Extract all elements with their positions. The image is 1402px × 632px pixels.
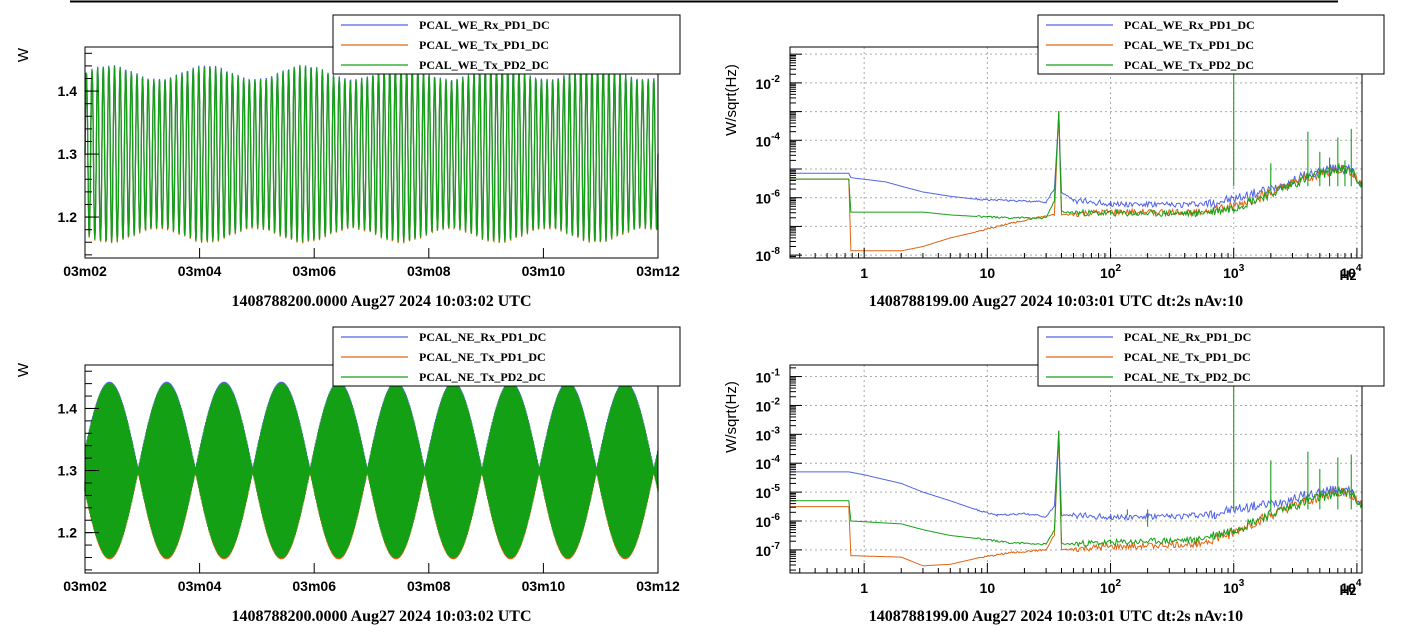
legend-label: PCAL_NE_Rx_PD1_DC xyxy=(419,330,546,344)
y-tick-label: 10-6 xyxy=(756,512,781,530)
x-tick-label: 03m04 xyxy=(178,578,222,594)
x-tick-label: 104 xyxy=(1340,578,1362,596)
legend-label: PCAL_NE_Rx_PD1_DC xyxy=(1124,330,1251,344)
x-tick-label: 03m06 xyxy=(292,578,336,594)
asd-trace xyxy=(790,430,1363,548)
signal-trace-tx2 xyxy=(84,65,659,243)
x-tick-label: 03m10 xyxy=(522,263,566,279)
asd-trace xyxy=(790,430,1363,567)
asd-trace xyxy=(790,113,1363,209)
y-tick-label: 10-8 xyxy=(756,246,781,264)
x-tick-label: 03m12 xyxy=(636,263,680,279)
x-tick-label: 102 xyxy=(1100,578,1122,596)
y-tick-label: 10-7 xyxy=(756,541,781,559)
y-axis-label: W/sqrt(Hz) xyxy=(723,381,740,453)
y-axis-label: W xyxy=(15,362,32,377)
legend-label: PCAL_WE_Tx_PD2_DC xyxy=(419,58,549,72)
asd-trace xyxy=(790,110,1363,220)
x-tick-label: 03m12 xyxy=(636,578,680,594)
footer-timestamp: 1408788200.0000 Aug27 2024 10:03:02 UTC xyxy=(231,608,531,625)
y-tick-label: 10-1 xyxy=(756,368,781,386)
legend-label: PCAL_WE_Rx_PD1_DC xyxy=(1124,18,1255,32)
y-tick-label: 10-3 xyxy=(756,425,781,443)
x-tick-label: 03m04 xyxy=(178,263,222,279)
signal-trace-tx2 xyxy=(84,382,659,559)
x-tick-label: 104 xyxy=(1340,263,1362,281)
asd-trace xyxy=(790,430,1363,521)
x-tick-label: 102 xyxy=(1100,263,1122,281)
legend-label: PCAL_NE_Tx_PD1_DC xyxy=(1124,350,1251,364)
y-tick-label: 10-4 xyxy=(756,131,781,149)
y-tick-label: 10-2 xyxy=(756,396,781,414)
y-axis-label: W xyxy=(15,47,32,62)
x-tick-label: 10 xyxy=(980,580,996,596)
y-tick-label: 1.3 xyxy=(58,463,78,479)
x-tick-label: 03m02 xyxy=(63,263,107,279)
x-unit-label: Hz xyxy=(1339,582,1356,598)
legend-label: PCAL_WE_Tx_PD2_DC xyxy=(1124,58,1254,72)
footer-timestamp: 1408788199.00 Aug27 2024 10:03:01 UTC dt… xyxy=(869,293,1243,310)
y-tick-label: 1.3 xyxy=(58,146,78,162)
legend-label: PCAL_NE_Tx_PD2_DC xyxy=(419,370,546,384)
x-unit-label: Hz xyxy=(1339,267,1356,283)
y-tick-label: 1.4 xyxy=(58,400,78,416)
y-tick-label: 10-2 xyxy=(756,74,781,92)
x-tick-label: 03m08 xyxy=(407,263,451,279)
x-tick-label: 1 xyxy=(860,580,868,596)
legend-label: PCAL_WE_Rx_PD1_DC xyxy=(419,18,550,32)
y-tick-label: 1.4 xyxy=(58,83,78,99)
legend-label: PCAL_WE_Tx_PD1_DC xyxy=(1124,38,1254,52)
x-tick-label: 10 xyxy=(980,265,996,281)
x-tick-label: 1 xyxy=(860,265,868,281)
legend-label: PCAL_NE_Tx_PD1_DC xyxy=(419,350,546,364)
footer-timestamp: 1408788200.0000 Aug27 2024 10:03:02 UTC xyxy=(231,293,531,310)
y-tick-label: 10-5 xyxy=(756,483,781,501)
y-tick-label: 1.2 xyxy=(58,525,78,541)
x-tick-label: 103 xyxy=(1223,263,1245,281)
x-tick-label: 03m02 xyxy=(63,578,107,594)
y-tick-label: 1.2 xyxy=(58,209,78,225)
footer-timestamp: 1408788199.00 Aug27 2024 10:03:01 UTC dt… xyxy=(869,608,1243,625)
panel-ne-timeseries: 1.2 1.3 1.4 03m02 03m04 03m06 03m08 03m10 03m12 W… xyxy=(15,326,681,625)
legend-label: PCAL_WE_Tx_PD1_DC xyxy=(419,38,549,52)
y-tick-label: 10-6 xyxy=(756,189,781,207)
panel-we-timeseries: 1.2 1.3 1.4 03m02 03m04 03m06 03m08 03m10 03m12 W… xyxy=(15,14,681,310)
x-tick-label: 103 xyxy=(1223,578,1245,596)
x-tick-label: 03m08 xyxy=(407,578,451,594)
x-tick-label: 03m10 xyxy=(522,578,566,594)
legend-label: PCAL_NE_Tx_PD2_DC xyxy=(1124,370,1251,384)
y-tick-label: 10-4 xyxy=(756,454,781,472)
y-axis-label: W/sqrt(Hz) xyxy=(723,64,740,136)
x-tick-label: 03m06 xyxy=(292,263,336,279)
